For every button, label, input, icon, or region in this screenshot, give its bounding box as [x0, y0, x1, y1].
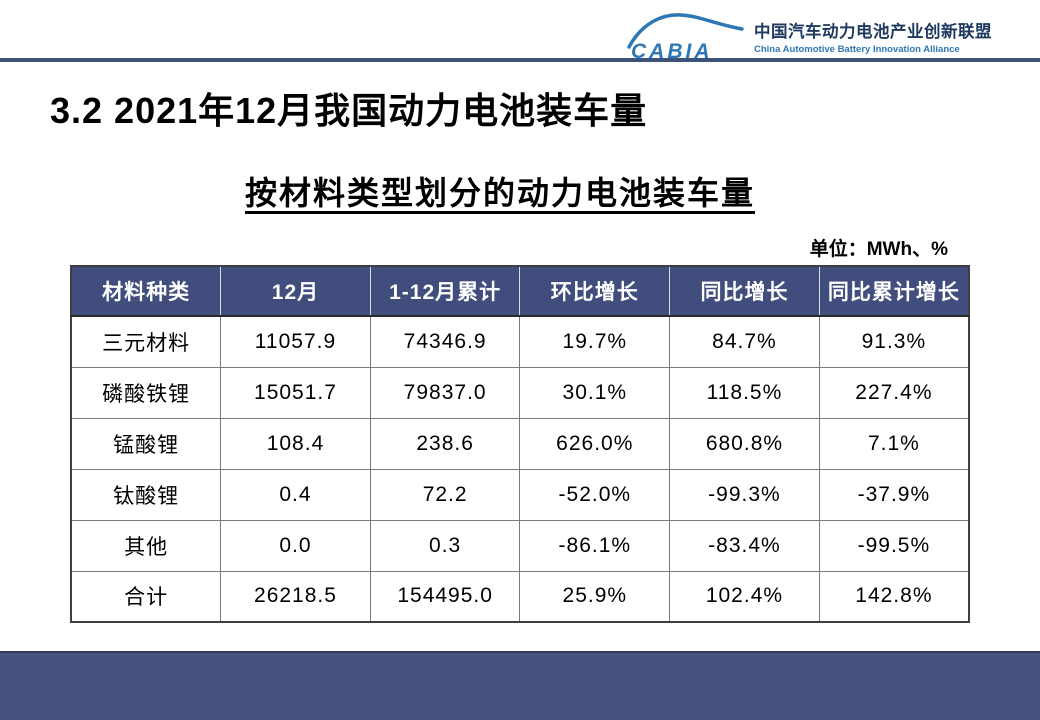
value-cell: 626.0%: [519, 417, 671, 470]
table-title: 按材料类型划分的动力电池装车量: [244, 175, 755, 211]
value-cell: 0.0: [220, 519, 371, 572]
value-cell: 91.3%: [818, 315, 970, 368]
column-header: 环比增长: [519, 266, 670, 317]
value-cell: 11057.9: [220, 315, 371, 368]
value-cell: 72.2: [369, 468, 521, 521]
value-cell: 108.4: [220, 417, 371, 470]
value-cell: 154495.0: [369, 570, 521, 623]
page-title: 3.2 2021年12月我国动力电池装车量: [50, 90, 648, 131]
value-cell: -52.0%: [519, 468, 671, 521]
material-cell: 锰酸锂: [70, 417, 222, 470]
footer-band: [0, 651, 1040, 720]
material-cell: 三元材料: [70, 315, 222, 368]
battery-table: 材料种类 12月 1-12月累计 环比增长 同比增长 同比累计增长 三元材料 11057.9 7…: [70, 265, 970, 623]
value-cell: 25.9%: [519, 570, 671, 623]
org-name-zh: 中国汽车动力电池产业创新联盟: [754, 22, 992, 41]
car-swoosh-icon: CABIA: [626, 10, 744, 62]
value-cell: 84.7%: [669, 315, 820, 368]
column-header: 12月: [220, 266, 371, 317]
value-cell: 102.4%: [669, 570, 820, 623]
table-row: 其他 0.0 0.3 -86.1% -83.4% -99.5%: [70, 519, 970, 572]
unit-label: 单位：MWh、%: [809, 239, 948, 260]
table-row: 锰酸锂 108.4 238.6 626.0% 680.8% 7.1%: [70, 417, 970, 470]
table-row: 合计 26218.5 154495.0 25.9% 102.4% 142.8%: [70, 570, 970, 623]
org-name-en: China Automotive Battery Innovation Alli…: [754, 43, 960, 55]
value-cell: -83.4%: [669, 519, 820, 572]
column-header: 1-12月累计: [369, 266, 520, 317]
value-cell: 227.4%: [818, 366, 970, 419]
value-cell: -99.5%: [818, 519, 970, 572]
logo-brand-text: CABIA: [631, 40, 713, 62]
value-cell: 30.1%: [519, 366, 671, 419]
column-header: 同比累计增长: [818, 266, 969, 317]
value-cell: -86.1%: [519, 519, 671, 572]
cabia-logo: CABIA 中国汽车动力电池产业创新联盟 China Automotive Ba…: [626, 10, 992, 62]
value-cell: 79837.0: [369, 366, 521, 419]
value-cell: 0.4: [220, 468, 371, 521]
value-cell: 74346.9: [369, 315, 521, 368]
column-header: 同比增长: [669, 266, 820, 317]
material-cell: 钛酸锂: [70, 468, 222, 521]
value-cell: 26218.5: [220, 570, 371, 623]
value-cell: 15051.7: [220, 366, 371, 419]
table-row: 钛酸锂 0.4 72.2 -52.0% -99.3% -37.9%: [70, 468, 970, 521]
value-cell: 118.5%: [669, 366, 820, 419]
material-cell: 磷酸铁锂: [70, 366, 222, 419]
value-cell: -37.9%: [818, 468, 970, 521]
value-cell: 0.3: [369, 519, 521, 572]
header-divider: [0, 58, 1040, 62]
table-header-row: 材料种类 12月 1-12月累计 环比增长 同比增长 同比累计增长: [71, 266, 969, 317]
column-header: 材料种类: [71, 266, 221, 317]
value-cell: -99.3%: [669, 468, 820, 521]
material-cell: 合计: [70, 570, 222, 623]
value-cell: 142.8%: [818, 570, 970, 623]
table-row: 三元材料 11057.9 74346.9 19.7% 84.7% 91.3%: [70, 315, 970, 368]
value-cell: 238.6: [369, 417, 521, 470]
value-cell: 19.7%: [519, 315, 671, 368]
value-cell: 7.1%: [818, 417, 970, 470]
table-row: 磷酸铁锂 15051.7 79837.0 30.1% 118.5% 227.4%: [70, 366, 970, 419]
logo-org-names: 中国汽车动力电池产业创新联盟 China Automotive Battery …: [754, 18, 992, 55]
material-cell: 其他: [70, 519, 222, 572]
value-cell: 680.8%: [669, 417, 820, 470]
